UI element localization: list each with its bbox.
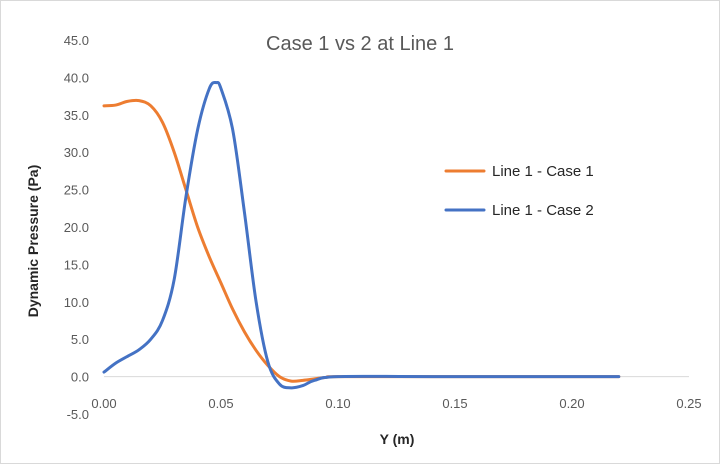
- y-tick-label: 45.0: [64, 33, 89, 48]
- y-tick-label: -5.0: [67, 407, 89, 422]
- y-tick-label: 0.0: [71, 370, 89, 385]
- y-tick-label: 40.0: [64, 70, 89, 85]
- y-tick-label: 25.0: [64, 183, 89, 198]
- y-tick-label: 20.0: [64, 220, 89, 235]
- legend: Line 1 - Case 1 Line 1 - Case 2: [444, 163, 594, 219]
- series-group: [102, 80, 621, 390]
- chart-title: Case 1 vs 2 at Line 1: [266, 33, 454, 55]
- y-axis-title: Dynamic Pressure (Pa): [25, 165, 41, 318]
- x-tick-label: 0.20: [559, 396, 584, 411]
- x-tick-label: 0.10: [325, 396, 350, 411]
- legend-label-1: Line 1 - Case 1: [492, 163, 594, 180]
- y-tick-label: 35.0: [64, 108, 89, 123]
- y-tick-label: 10.0: [64, 295, 89, 310]
- series-line-2: [102, 80, 621, 390]
- x-tick-label: 0.25: [676, 396, 701, 411]
- y-tick-label: 5.0: [71, 332, 89, 347]
- y-tick-label: 15.0: [64, 257, 89, 272]
- x-tick-label: 0.05: [208, 396, 233, 411]
- x-tick-label: 0.00: [91, 396, 116, 411]
- legend-label-2: Line 1 - Case 2: [492, 202, 594, 219]
- x-axis-title: Y (m): [380, 431, 415, 447]
- x-tick-label: 0.15: [442, 396, 467, 411]
- axes: -5.0 0.0 5.0 10.0 15.0 20.0 25.0 30.0 35.0 40.0 45…: [64, 33, 702, 422]
- y-tick-label: 30.0: [64, 145, 89, 160]
